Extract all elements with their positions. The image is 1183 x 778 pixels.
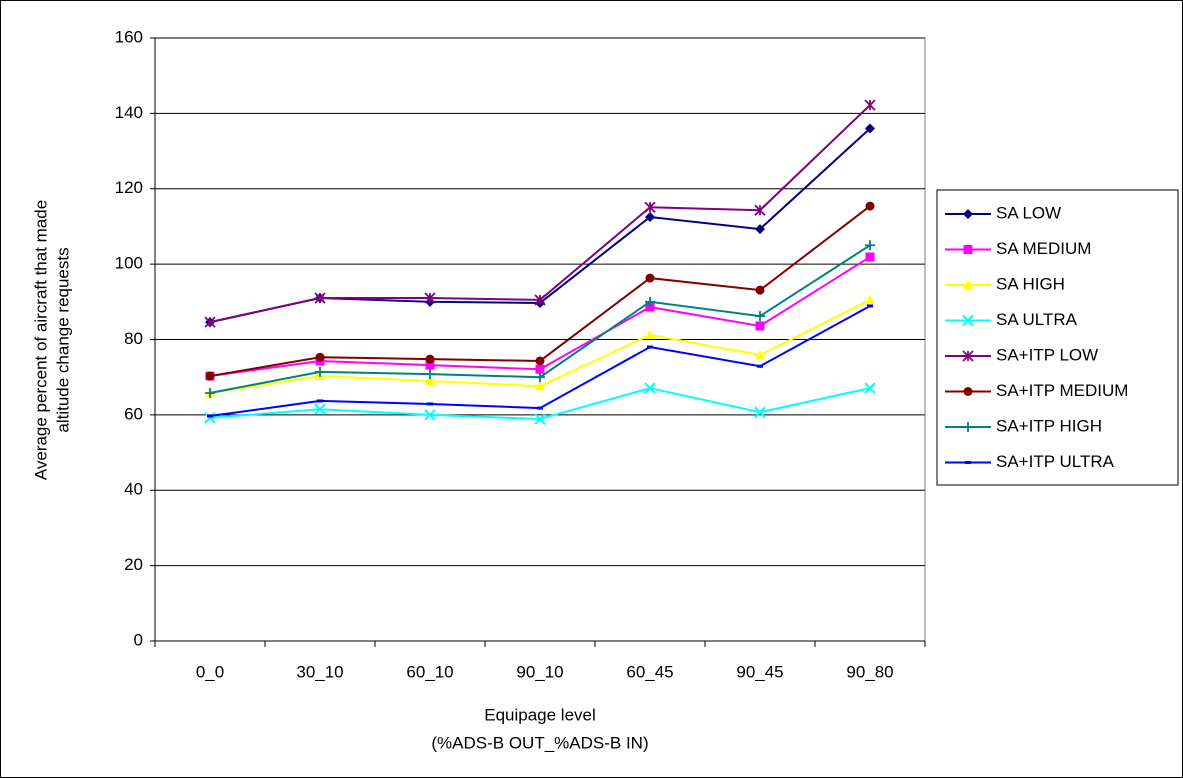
- marker: [963, 280, 973, 289]
- marker: [314, 292, 326, 304]
- x-tick-label: 90_45: [736, 662, 783, 681]
- legend-label: SA ULTRA: [996, 310, 1078, 329]
- legend-label: SA MEDIUM: [996, 239, 1091, 258]
- marker: [865, 252, 875, 262]
- marker: [535, 381, 545, 391]
- marker: [535, 356, 545, 366]
- marker: [755, 311, 765, 322]
- marker: [963, 245, 973, 254]
- x-tick-label: 90_10: [516, 662, 563, 681]
- marker: [864, 382, 876, 394]
- x-axis-title: Equipage level: [484, 705, 596, 724]
- marker: [865, 201, 875, 211]
- marker: [754, 406, 766, 418]
- legend-label: SA LOW: [996, 203, 1061, 222]
- marker: [535, 372, 545, 383]
- legend-label: SA+ITP LOW: [996, 345, 1098, 364]
- marker: [865, 294, 875, 304]
- marker: [427, 402, 433, 406]
- marker: [425, 360, 435, 370]
- marker: [963, 387, 973, 396]
- marker: [647, 345, 653, 349]
- x-tick-label: 0_0: [196, 662, 224, 681]
- marker: [755, 321, 765, 331]
- marker: [535, 364, 545, 374]
- marker: [315, 352, 325, 362]
- marker: [644, 382, 656, 394]
- marker: [314, 403, 326, 415]
- marker: [754, 204, 766, 216]
- legend-box: [936, 189, 1179, 486]
- y-tick-label: 40: [124, 480, 143, 499]
- y-tick-label: 0: [134, 630, 143, 649]
- legend-label: SA+ITP ULTRA: [996, 452, 1115, 471]
- marker: [963, 209, 973, 219]
- marker: [534, 413, 546, 425]
- marker: [424, 292, 436, 304]
- marker: [965, 461, 971, 464]
- marker: [424, 409, 436, 421]
- y-tick-label: 160: [115, 27, 143, 46]
- marker: [867, 304, 873, 308]
- y-tick-label: 60: [124, 404, 143, 423]
- marker: [645, 329, 655, 339]
- x-tick-label: 30_10: [296, 662, 343, 681]
- marker: [205, 388, 215, 399]
- y-tick-label: 120: [115, 178, 143, 197]
- marker: [645, 273, 655, 283]
- y-axis-title: Average percent of aircraft that made al…: [31, 200, 72, 480]
- x-axis-title: (%ADS-B OUT_%ADS-B IN): [431, 733, 648, 752]
- marker: [865, 240, 875, 251]
- marker: [962, 350, 974, 362]
- marker: [425, 369, 435, 380]
- marker: [644, 201, 656, 213]
- marker: [534, 294, 546, 306]
- marker: [755, 349, 765, 359]
- y-tick-label: 20: [124, 555, 143, 574]
- legend-label: SA+ITP HIGH: [996, 416, 1102, 435]
- y-tick-label: 140: [115, 103, 143, 122]
- x-tick-label: 60_10: [406, 662, 453, 681]
- marker: [317, 399, 323, 403]
- marker: [963, 422, 973, 432]
- marker: [755, 224, 765, 235]
- marker: [207, 414, 213, 418]
- marker: [645, 302, 655, 312]
- y-axis-title-line: altitude change requests: [53, 247, 72, 432]
- legend-label: SA+ITP MEDIUM: [996, 381, 1128, 400]
- marker: [205, 371, 215, 381]
- legend-label: SA HIGH: [996, 274, 1065, 293]
- y-tick-label: 80: [124, 329, 143, 348]
- marker: [757, 364, 763, 368]
- marker: [864, 99, 876, 111]
- x-tick-label: 90_80: [846, 662, 893, 681]
- marker: [962, 314, 974, 327]
- marker: [537, 406, 543, 410]
- marker: [315, 366, 325, 377]
- marker: [425, 375, 435, 385]
- marker: [425, 354, 435, 364]
- marker: [645, 212, 655, 223]
- x-tick-label: 60_45: [626, 662, 673, 681]
- y-tick-label: 100: [115, 254, 143, 273]
- marker: [645, 296, 655, 307]
- y-axis-title-line: Average percent of aircraft that made: [31, 200, 50, 480]
- marker: [755, 285, 765, 295]
- marker: [204, 316, 216, 328]
- marker: [865, 123, 875, 134]
